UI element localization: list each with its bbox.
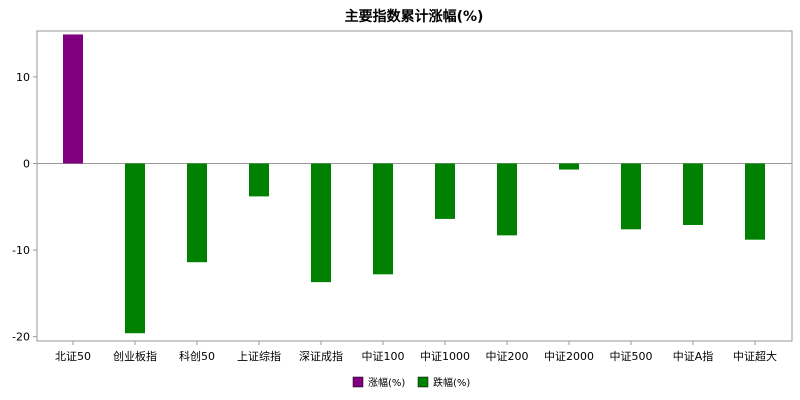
- bar-0: [63, 34, 83, 164]
- bars-group: [63, 34, 765, 334]
- x-tick-label: 中证超大: [733, 349, 777, 363]
- x-tick-label: 科创50: [179, 349, 215, 363]
- legend-label: 涨幅(%): [368, 376, 405, 389]
- x-tick-label: 中证500: [610, 350, 653, 363]
- x-tick-label: 深证成指: [299, 349, 343, 363]
- x-tick-label: 中证100: [362, 350, 405, 363]
- bar-2: [187, 163, 207, 263]
- legend-swatch: [417, 376, 429, 388]
- bar-8: [559, 163, 579, 170]
- x-tick-label: 上证综指: [237, 349, 281, 363]
- bar-6: [435, 163, 455, 219]
- bar-4: [311, 163, 331, 283]
- bar-7: [497, 163, 517, 236]
- chart-title: 主要指数累计涨幅(%): [345, 8, 484, 25]
- legend: 涨幅(%) 跌幅(%): [352, 376, 470, 389]
- y-tick-label: -10: [12, 244, 30, 257]
- legend-label: 跌幅(%): [433, 376, 470, 389]
- x-tick-label: 中证A指: [673, 349, 714, 363]
- x-tick-label: 北证50: [55, 350, 91, 363]
- y-axis: -20 -10 0 10: [12, 71, 37, 344]
- bar-9: [621, 163, 641, 230]
- y-tick-label: -20: [12, 331, 30, 344]
- x-tick-label: 中证1000: [420, 350, 470, 363]
- x-tick-label: 中证200: [486, 350, 529, 363]
- x-tick-label: 创业板指: [113, 349, 157, 363]
- bar-10: [683, 163, 703, 225]
- bar-3: [249, 163, 269, 197]
- bar-5: [373, 163, 393, 275]
- legend-swatch: [352, 376, 364, 388]
- x-tick-label: 中证2000: [544, 350, 594, 363]
- bar-11: [745, 163, 765, 240]
- bar-1: [125, 163, 145, 334]
- x-axis: 北证50 创业板指 科创50 上证综指 深证成指 中证100 中证1000 中证200 中证20…: [55, 341, 777, 363]
- plot-frame: [36, 30, 793, 342]
- y-tick-label: 10: [16, 71, 30, 84]
- y-tick-label: 0: [23, 157, 30, 170]
